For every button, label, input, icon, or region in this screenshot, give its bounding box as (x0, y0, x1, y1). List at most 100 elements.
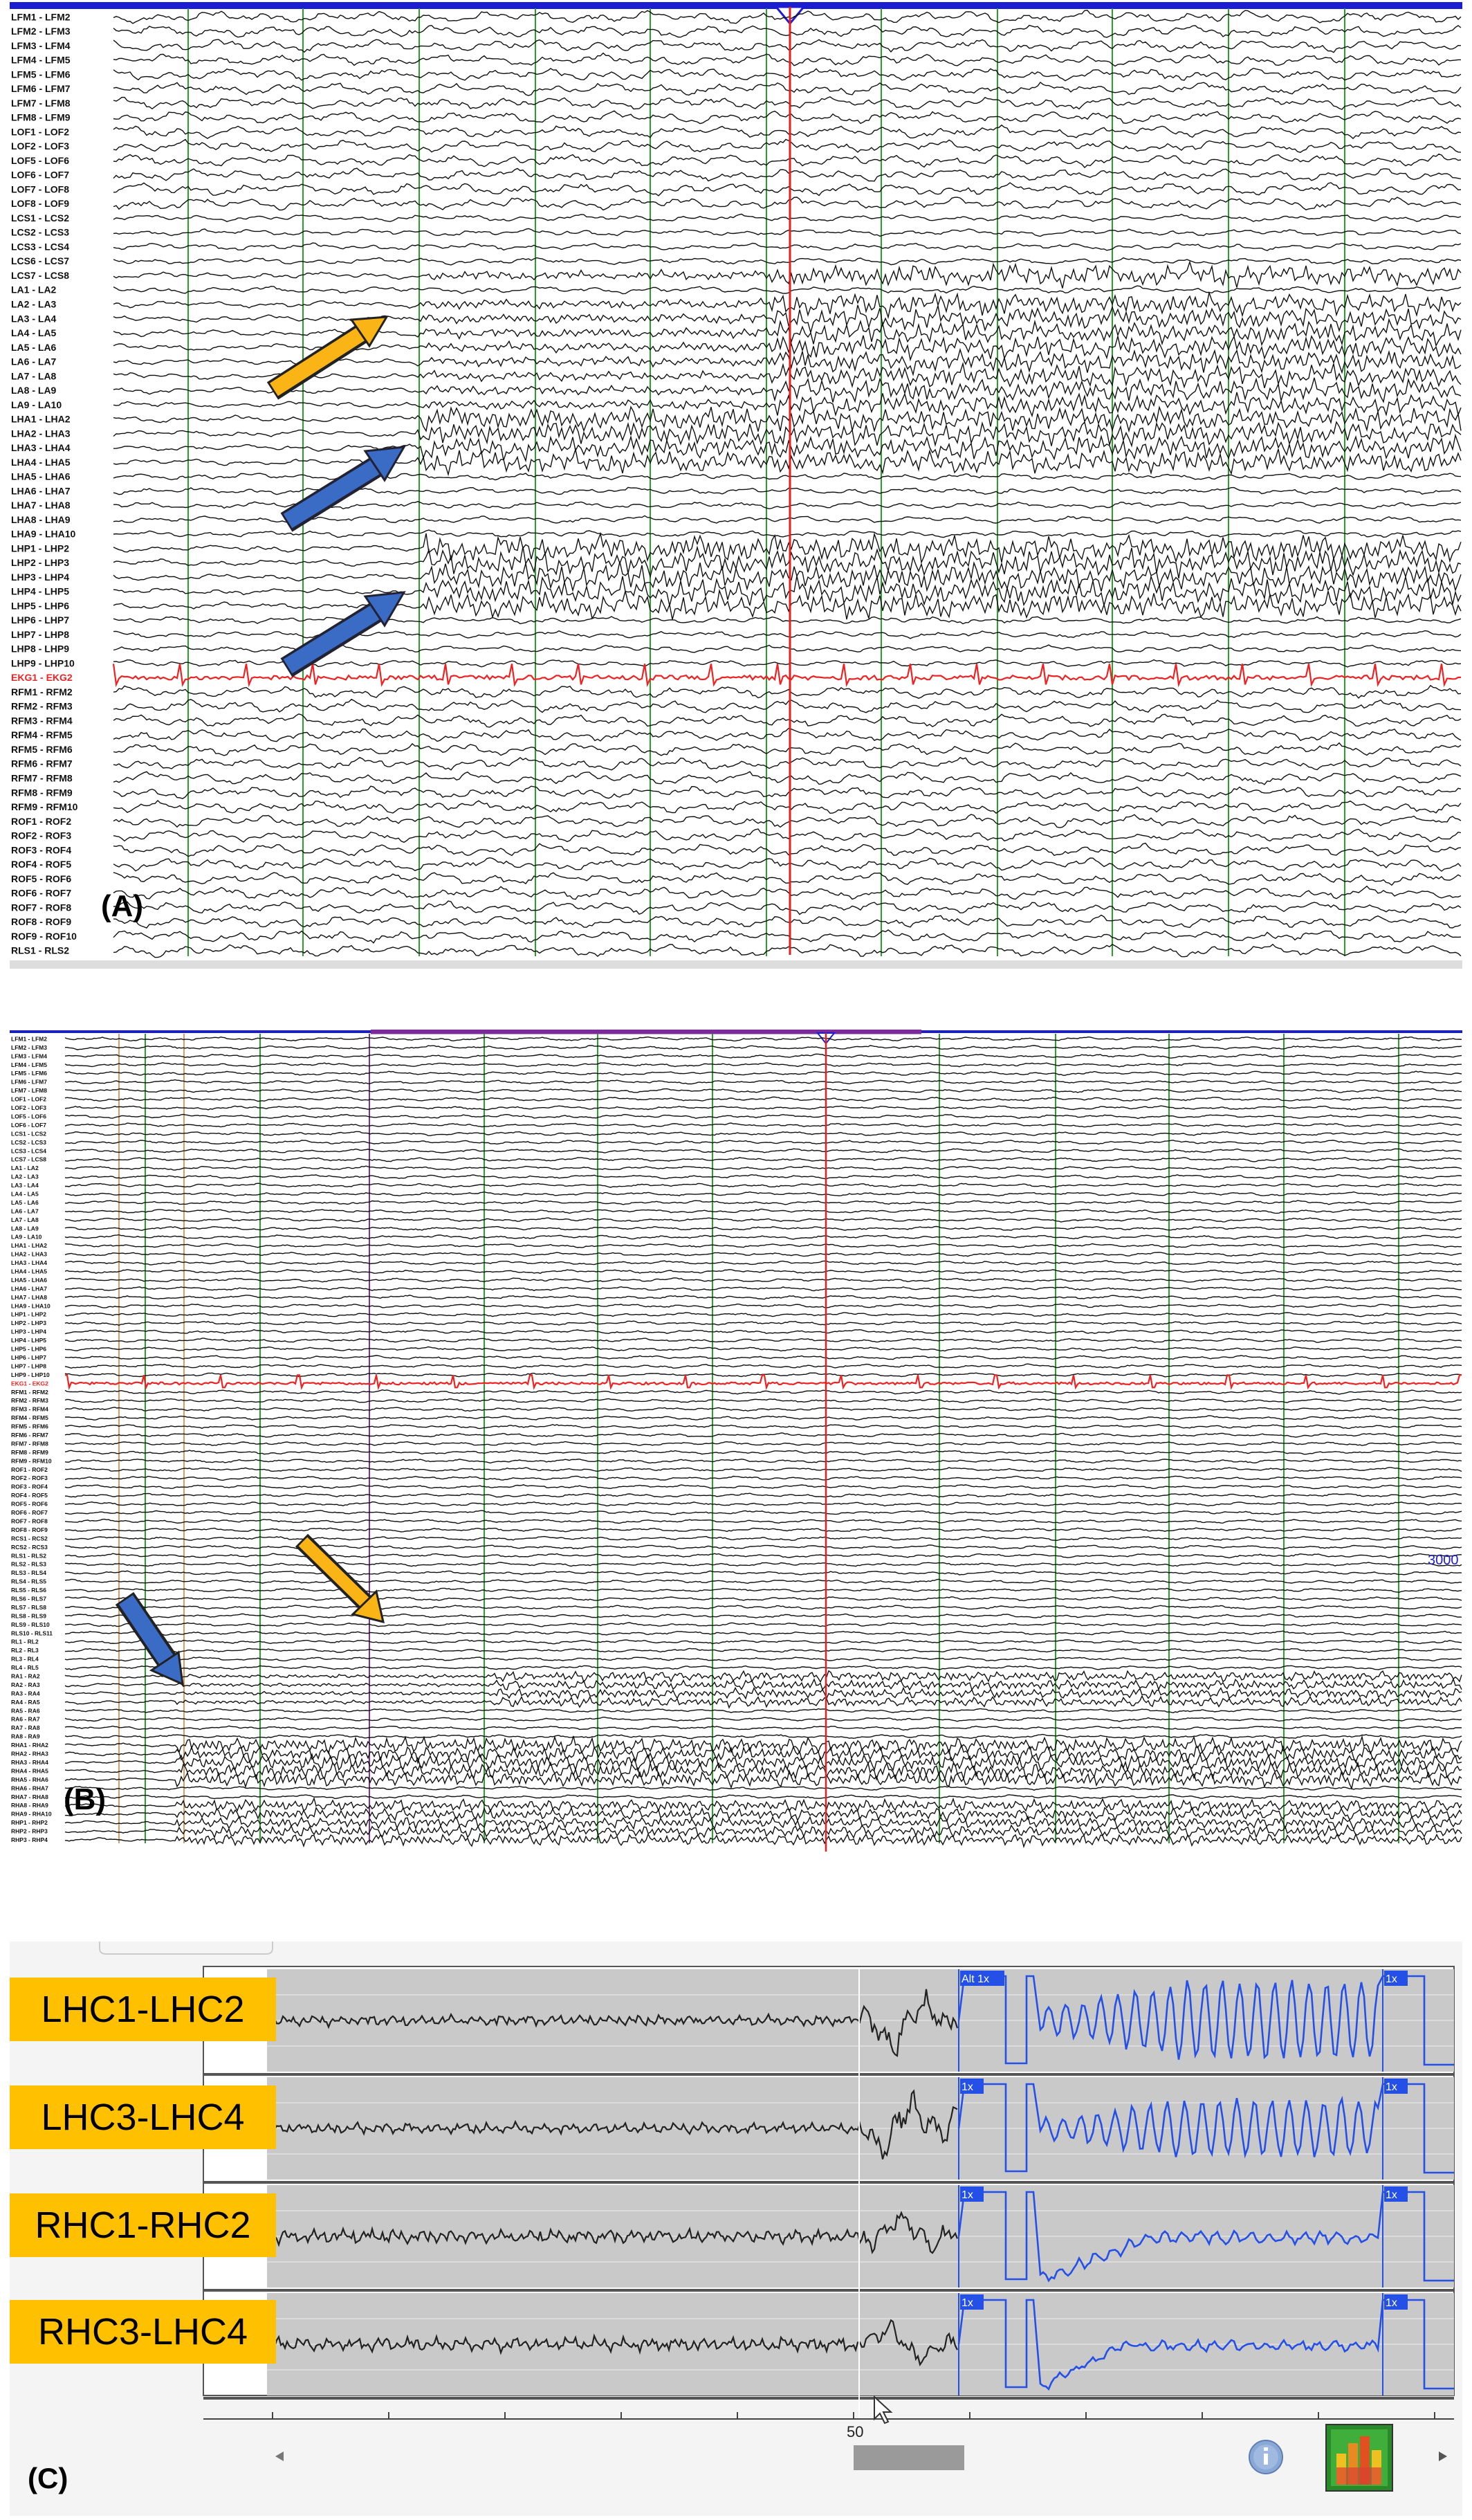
channel-label: RFM2 - RFM3 (11, 701, 73, 712)
channel-label: LFM2 - LFM3 (11, 26, 71, 37)
eeg-trace (113, 872, 1462, 886)
eeg-trace (113, 260, 1462, 289)
zoom-tag[interactable] (1384, 2186, 1408, 2202)
scroll-strip[interactable] (10, 960, 1462, 969)
channel-label: LOF6 - LOF7 (11, 170, 69, 181)
zoom-tag[interactable] (1384, 2079, 1408, 2094)
eeg-trace (113, 885, 1462, 900)
channel-label: LHP9 - LHP10 (11, 1371, 50, 1378)
channel-label: RHA3 - RHA4 (11, 1759, 48, 1766)
eeg-trace (113, 433, 1462, 463)
eeg-trace (64, 1053, 1462, 1059)
channel-label: LOF2 - LOF3 (11, 140, 69, 152)
blue-arrow-icon (280, 446, 406, 532)
eeg-trace (113, 842, 1462, 857)
eeg-trace (64, 1725, 1462, 1731)
eeg-trace (64, 1605, 1462, 1610)
scrollbar-thumb[interactable] (854, 2445, 964, 2470)
channel-label: LHA8 - LHA9 (11, 514, 71, 525)
eeg-trace (113, 943, 1462, 958)
eeg-trace (64, 1406, 1462, 1412)
eeg-trace (64, 1389, 1462, 1395)
channel-label: LOF1 - LOF2 (11, 126, 69, 137)
zoom-tag-label: Alt 1x (962, 1973, 989, 1985)
zoom-tag[interactable] (960, 2294, 984, 2310)
eeg-trace (113, 39, 1462, 53)
eeg-trace (64, 1113, 1462, 1120)
eeg-panel-a: LFM1 - LFM2 LFM2 - LFM3 LFM3 - LFM4 LFM4 - … (10, 0, 1462, 969)
eeg-trace (113, 52, 1461, 67)
eeg-trace (113, 197, 1462, 211)
channel-label: ROF9 - ROF10 (11, 931, 77, 942)
channel-label: LHP2 - LHP3 (11, 557, 69, 568)
eeg-trace (64, 1761, 1462, 1782)
channel-label: RHC3-LHC4 (10, 2300, 276, 2364)
eeg-trace (64, 1252, 1462, 1257)
zoom-tag[interactable] (1384, 1971, 1408, 1986)
eeg-trace (64, 1079, 1462, 1085)
eeg-trace (64, 1797, 1462, 1813)
eeg-trace (64, 1062, 1462, 1068)
channel-label: LHC1-LHC2 (10, 1978, 276, 2041)
zoom-tag-label: 1x (962, 2297, 973, 2309)
eeg-trace (64, 1450, 1462, 1455)
channel-label: LFM6 - LFM7 (11, 1079, 47, 1086)
eeg-panel-c: Alt 1x 1x 1x 1x 1x 1x 1x 1x 50 LHC1-LHC2 LHC3-L… (10, 1942, 1462, 2516)
eeg-trace (64, 1346, 1462, 1352)
zoom-tag[interactable] (960, 2079, 984, 2094)
channel-label: RHA5 - RHA6 (11, 1776, 48, 1783)
channel-label: LHA9 - LHA10 (11, 529, 76, 540)
eeg-trace (64, 1578, 1462, 1585)
spectrogram-icon[interactable] (1325, 2424, 1393, 2492)
eeg-trace (113, 727, 1462, 742)
eeg-trace (272, 2319, 958, 2367)
channel-label: LHP2 - LHP3 (11, 1320, 46, 1326)
channel-label: LHA5 - LHA6 (11, 1277, 47, 1284)
zoom-tag[interactable] (960, 2186, 984, 2202)
channel-label: RLS5 - RLS6 (11, 1587, 46, 1594)
channel-label: LFM1 - LFM2 (11, 1035, 47, 1042)
eeg-trace (64, 1225, 1462, 1232)
blue-arrow-icon (115, 1591, 184, 1686)
eeg-trace (65, 1183, 1462, 1188)
zoom-tag-label: 1x (962, 2189, 973, 2201)
ekg-trace (112, 664, 1462, 688)
eeg-trace (113, 304, 1462, 335)
mouse-cursor-icon (874, 2395, 893, 2425)
eeg-trace (64, 1312, 1462, 1317)
zoom-tag[interactable] (1384, 2294, 1408, 2310)
eeg-trace (64, 1441, 1462, 1446)
channel-label: RLS1 - RLS2 (11, 1552, 46, 1559)
channel-label: RLS1 - RLS2 (11, 945, 69, 956)
channel-label: ROF4 - ROF5 (11, 1492, 48, 1499)
channel-label: LFM3 - LFM4 (11, 1052, 47, 1059)
channel-label: RCS2 - RCS3 (11, 1544, 48, 1551)
channel-label: LHA7 - LHA8 (11, 1294, 47, 1301)
channel-label: RLS10 - RLS11 (11, 1629, 53, 1636)
channel-label: RLS4 - RLS5 (11, 1578, 46, 1585)
channel-label: ROF4 - ROF5 (11, 859, 71, 870)
eeg-trace (64, 1622, 1462, 1627)
eeg-trace (64, 1355, 1462, 1360)
yellow-arrow-icon (266, 316, 389, 400)
eeg-trace (113, 828, 1462, 843)
channel-label: ROF5 - ROF6 (11, 1501, 48, 1508)
zoom-tag[interactable] (960, 1971, 1004, 1986)
channel-label: LCS6 - LCS7 (11, 255, 69, 266)
channel-label: ROF2 - ROF3 (11, 1474, 48, 1481)
eeg-trace (64, 1140, 1462, 1145)
channel-label: RFM6 - RFM7 (11, 1432, 48, 1439)
eeg-trace (64, 1363, 1462, 1369)
right-arrow-icon[interactable] (1439, 2451, 1447, 2461)
info-icon[interactable] (1249, 2440, 1283, 2474)
eeg-trace (113, 531, 1462, 565)
channel-label: LA7 - LA8 (11, 1216, 39, 1223)
channel-label: LA8 - LA9 (11, 1225, 39, 1232)
channel-label: ROF3 - ROF4 (11, 1483, 48, 1490)
eeg-trace (113, 771, 1462, 785)
channel-label: LFM3 - LFM4 (11, 40, 71, 51)
channel-label: LHA3 - LHA4 (11, 442, 71, 453)
eeg-trace (64, 1260, 1462, 1266)
left-arrow-icon[interactable] (275, 2451, 284, 2461)
